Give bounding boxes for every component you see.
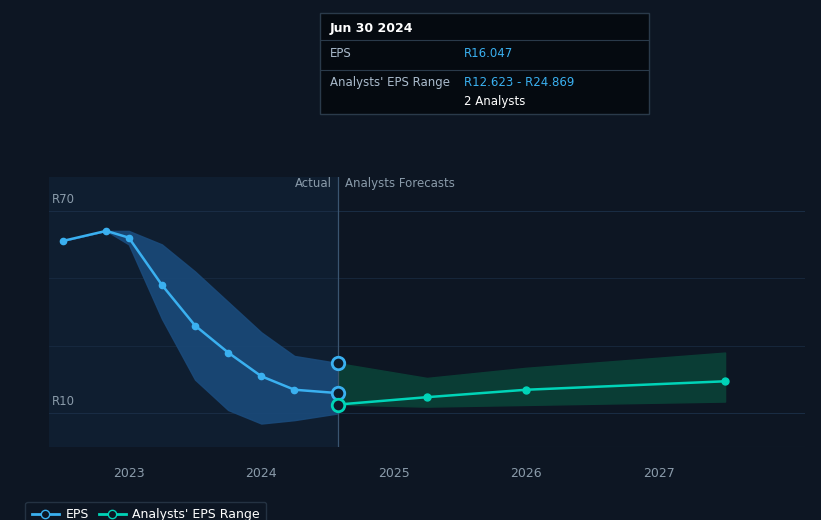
Text: R70: R70 <box>52 192 75 205</box>
Text: EPS: EPS <box>330 47 351 60</box>
Text: Analysts' EPS Range: Analysts' EPS Range <box>330 76 450 89</box>
Text: Actual: Actual <box>295 177 332 190</box>
Text: R12.623 - R24.869: R12.623 - R24.869 <box>464 76 574 89</box>
Text: 2025: 2025 <box>378 467 410 480</box>
Text: R16.047: R16.047 <box>464 47 513 60</box>
Text: Analysts Forecasts: Analysts Forecasts <box>345 177 455 190</box>
Bar <box>49 177 338 447</box>
Text: R10: R10 <box>52 395 75 408</box>
Text: 2023: 2023 <box>113 467 144 480</box>
Text: Jun 30 2024: Jun 30 2024 <box>330 22 414 35</box>
Legend: EPS, Analysts' EPS Range: EPS, Analysts' EPS Range <box>25 502 266 520</box>
Text: 2 Analysts: 2 Analysts <box>464 95 525 108</box>
Text: 2027: 2027 <box>643 467 675 480</box>
Text: 2024: 2024 <box>245 467 277 480</box>
Text: 2026: 2026 <box>511 467 542 480</box>
